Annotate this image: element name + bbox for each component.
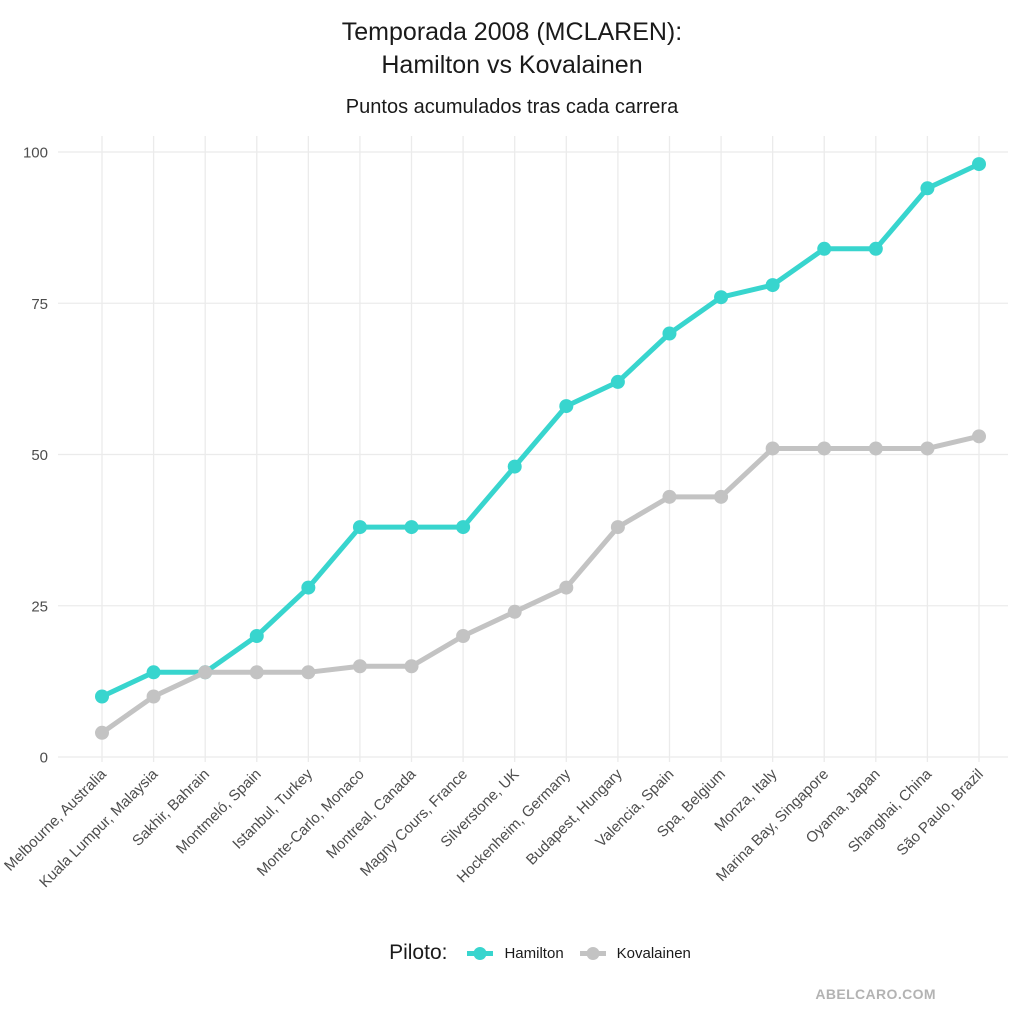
data-point-kovalainen — [352, 659, 367, 674]
data-point-hamilton — [972, 157, 986, 172]
data-point-kovalainen — [765, 441, 780, 456]
series-line-hamilton — [100, 161, 981, 699]
data-point-hamilton — [765, 278, 780, 293]
x-tick-label: São Paulo, Brazil — [893, 766, 986, 859]
data-point-hamilton — [610, 374, 625, 389]
data-point-kovalainen — [868, 441, 883, 456]
data-point-hamilton — [507, 459, 522, 474]
data-point-hamilton — [920, 181, 935, 196]
series-line-kovalainen — [100, 433, 980, 735]
data-point-kovalainen — [714, 489, 729, 504]
watermark: ABELCARO.COM — [815, 986, 936, 1002]
data-point-hamilton — [352, 520, 367, 535]
data-point-kovalainen — [198, 665, 213, 680]
chart-title-line-1: Temporada 2008 (MCLAREN): — [341, 18, 683, 46]
data-point-kovalainen — [559, 580, 574, 595]
data-point-hamilton — [301, 580, 316, 595]
y-tick-label: 0 — [40, 750, 48, 767]
data-point-kovalainen — [662, 489, 677, 504]
data-point-kovalainen — [301, 665, 316, 680]
data-point-kovalainen — [249, 665, 264, 680]
data-point-kovalainen — [456, 629, 471, 643]
data-point-hamilton — [146, 665, 161, 680]
chart-subtitle: Puntos acumulados tras cada carrera — [345, 96, 679, 118]
data-point-kovalainen — [146, 689, 161, 704]
data-point-kovalainen — [920, 441, 935, 456]
chart-title: Temporada 2008 (MCLAREN): Hamilton vs Ko… — [0, 16, 1024, 82]
data-point-kovalainen — [972, 429, 986, 444]
y-tick-label: 25 — [31, 598, 48, 615]
legend-item-hamilton: Hamilton — [465, 944, 564, 962]
y-tick-label: 100 — [23, 145, 48, 162]
y-tick-label: 50 — [31, 447, 48, 464]
x-tick-label: Montreal, Canada — [323, 765, 420, 862]
chart-title-line-2: Hamilton vs Kovalainen — [381, 51, 643, 79]
legend-item-kovalainen: Kovalainen — [578, 945, 691, 962]
legend: Piloto: Hamilton Kovalainen — [28, 941, 1024, 965]
data-point-kovalainen — [95, 725, 109, 740]
legend-key-icon — [579, 946, 606, 960]
data-point-hamilton — [404, 520, 419, 535]
legend-key-icon — [467, 946, 494, 960]
data-point-kovalainen — [610, 520, 625, 535]
x-tick-label: Budapest, Hungary — [523, 765, 626, 868]
data-point-hamilton — [817, 241, 832, 256]
y-tick-label: 75 — [31, 296, 48, 313]
legend-label: Kovalainen — [616, 944, 691, 962]
legend-label: Hamilton — [504, 944, 564, 962]
data-point-kovalainen — [817, 441, 832, 456]
data-point-hamilton — [662, 326, 677, 341]
data-point-kovalainen — [507, 604, 522, 619]
data-point-hamilton — [95, 689, 109, 704]
data-point-hamilton — [714, 290, 729, 305]
legend-title: Piloto: — [389, 941, 448, 964]
data-point-hamilton — [559, 399, 574, 414]
data-point-hamilton — [456, 520, 471, 535]
data-point-hamilton — [868, 241, 883, 256]
data-point-kovalainen — [404, 659, 419, 674]
data-point-hamilton — [249, 629, 264, 643]
